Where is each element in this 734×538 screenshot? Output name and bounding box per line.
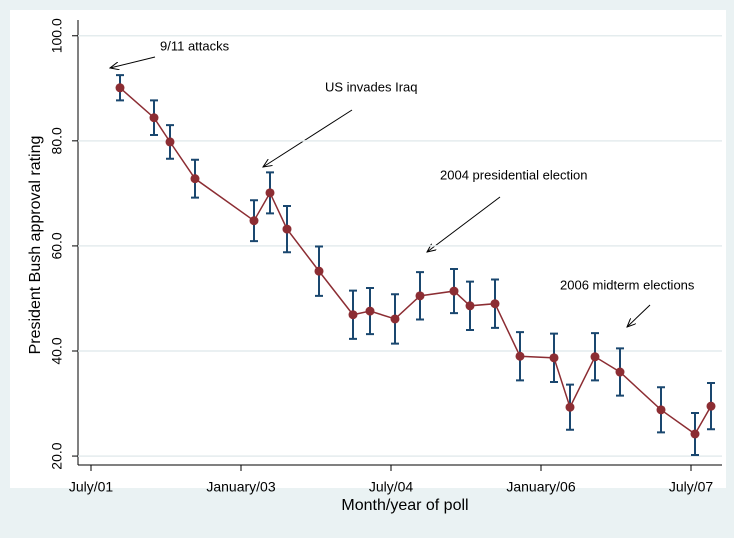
x-tick-label: July/07 [669, 479, 714, 495]
marker [656, 405, 666, 415]
marker [415, 291, 425, 301]
y-tick-label: 40.0 [49, 337, 65, 364]
marker [465, 301, 475, 311]
plot-background [10, 10, 726, 488]
marker [490, 299, 500, 309]
marker [515, 351, 525, 361]
annotation: 2006 midterm elections [560, 277, 695, 292]
marker [314, 266, 324, 276]
y-tick-label: 20.0 [49, 442, 65, 469]
x-tick-label: July/04 [369, 479, 414, 495]
marker [348, 310, 358, 320]
marker [690, 429, 700, 439]
annotation: 2004 presidential election [440, 167, 587, 182]
x-tick-label: January/03 [206, 479, 275, 495]
marker [549, 353, 559, 363]
annotation-arrow [427, 196, 501, 252]
annotation: US invades Iraq [325, 79, 418, 94]
marker [565, 402, 575, 412]
marker [706, 401, 716, 411]
marker [165, 137, 175, 147]
marker [590, 352, 600, 362]
marker [449, 286, 459, 296]
marker [149, 113, 159, 123]
marker [265, 188, 275, 198]
marker [390, 314, 400, 324]
annotation-arrow [110, 56, 156, 68]
annotation-arrow [627, 304, 651, 327]
marker [249, 216, 259, 226]
marker [365, 306, 375, 316]
marker [282, 224, 292, 234]
y-axis-label: President Bush approval rating [27, 136, 44, 355]
marker [190, 174, 200, 184]
y-tick-label: 80.0 [49, 127, 65, 154]
x-axis-label: Month/year of poll [341, 497, 468, 514]
marker [115, 83, 125, 93]
x-tick-label: January/06 [506, 479, 575, 495]
annotation: 9/11 attacks [160, 38, 230, 53]
marker [615, 367, 625, 377]
y-tick-label: 100.0 [49, 18, 65, 53]
y-tick-label: 60.0 [49, 232, 65, 259]
annotation-arrow [263, 109, 353, 167]
x-tick-label: July/01 [69, 479, 114, 495]
